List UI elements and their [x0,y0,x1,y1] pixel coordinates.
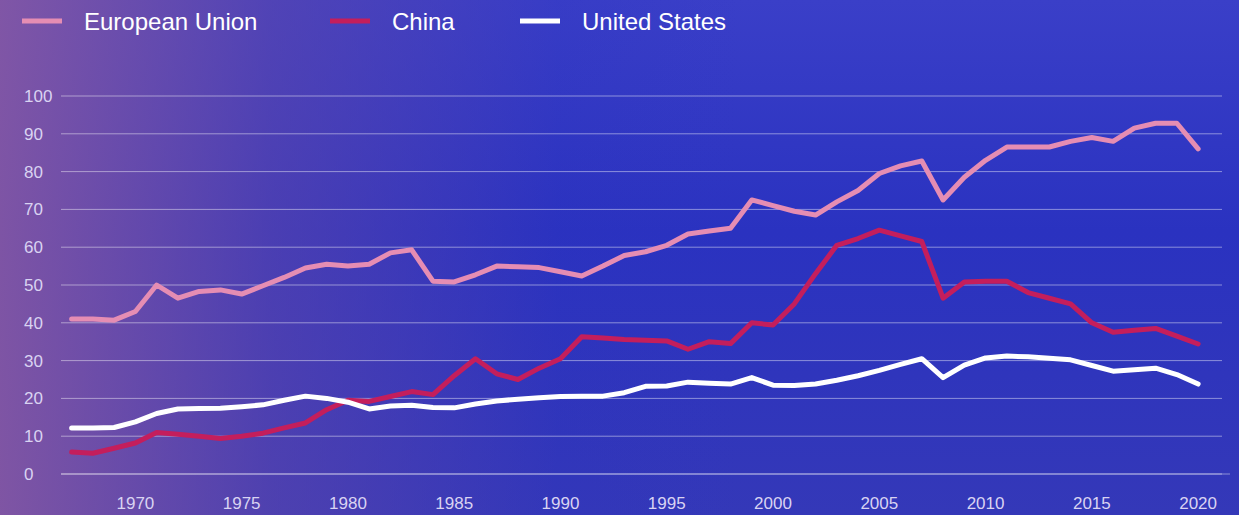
y-tick-label: 60 [24,238,43,257]
x-tick-label: 1995 [648,494,686,513]
y-tick-label: 100 [24,87,52,106]
x-tick-label: 2010 [967,494,1005,513]
y-tick-label: 40 [24,314,43,333]
grid-line [61,322,1222,323]
legend-label: China [392,8,455,35]
legend-label: European Union [84,8,257,35]
grid-line [61,398,1222,399]
x-tick-label: 2020 [1179,494,1217,513]
grid-line [61,285,1222,286]
x-tick-label: 1975 [223,494,261,513]
legend-swatch [520,19,560,24]
grid-line [61,133,1222,134]
y-tick-label: 20 [24,389,43,408]
legend-swatch [330,19,370,24]
y-tick-label: 0 [24,465,33,484]
x-tick-label: 2000 [754,494,792,513]
series-line [72,230,1198,453]
plot-area [72,123,1198,453]
y-tick-label: 90 [24,125,43,144]
y-tick-label: 10 [24,427,43,446]
grid-line [61,209,1222,210]
y-tick-label: 80 [24,163,43,182]
x-tick-label: 1970 [116,494,154,513]
x-tick-label: 1985 [435,494,473,513]
series-line [72,356,1198,428]
x-tick-label: 1990 [542,494,580,513]
x-tick-label: 2005 [860,494,898,513]
legend-label: United States [582,8,726,35]
legend-swatch [22,19,62,24]
grid-line [61,171,1222,172]
x-tick-label: 1980 [329,494,367,513]
grid-line [61,96,1222,97]
grid-line [61,247,1222,248]
x-tick-label: 2015 [1073,494,1111,513]
x-axis-line [61,474,1230,475]
chart: 0 10 20 30 40 50 60 70 80 90 100 1970 1975 1980 1985 19… [0,0,1239,515]
y-tick-label: 50 [24,276,43,295]
y-tick-label: 70 [24,200,43,219]
y-tick-label: 30 [24,352,43,371]
